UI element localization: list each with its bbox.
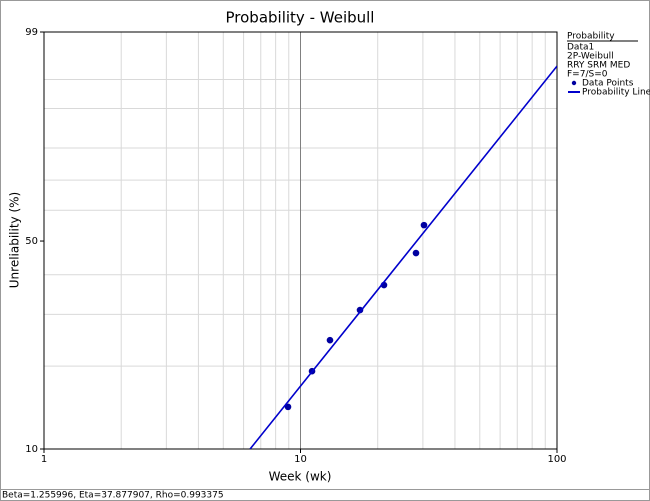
footer-text: Beta=1.255996, Eta=37.877907, Rho=0.9933… [2, 491, 224, 501]
y-tick-label: 50 [25, 236, 38, 247]
data-point [326, 336, 334, 344]
legend-text: RRY SRM MED [567, 61, 630, 71]
data-point [356, 306, 364, 314]
x-tick-label: 10 [294, 454, 307, 465]
legend-text: Probability Line [582, 88, 650, 98]
data-point [284, 403, 292, 411]
probability-line [249, 65, 557, 449]
legend-text: Data1 [567, 43, 594, 53]
legend-text: F=7/S=0 [567, 70, 608, 80]
plot-border [43, 31, 558, 450]
x-axis-label: Week (wk) [269, 470, 332, 484]
x-tick-label: 1 [41, 454, 47, 465]
chart-title: Probability - Weibull [226, 9, 375, 27]
x-tick-label: 100 [547, 454, 566, 465]
data-point [412, 249, 420, 257]
y-tick-label: 10 [25, 444, 38, 455]
data-point [420, 221, 428, 229]
legend-swatch [571, 80, 577, 86]
legend-title: Probability [567, 32, 615, 42]
y-axis-label: Unreliability (%) [8, 192, 22, 288]
legend-text: 2P-Weibull [567, 52, 614, 62]
y-tick-label: 99 [25, 27, 38, 38]
legend-text: Data Points [582, 79, 634, 89]
